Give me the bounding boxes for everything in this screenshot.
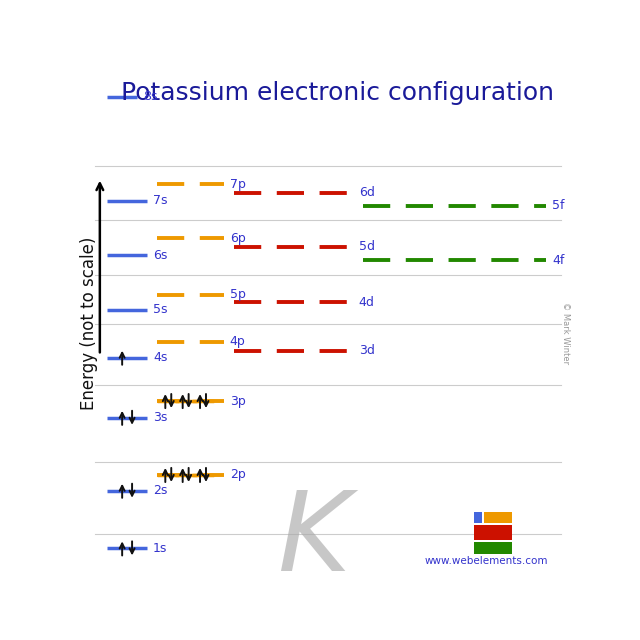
- Text: 4d: 4d: [359, 296, 374, 308]
- Text: 5f: 5f: [552, 200, 564, 212]
- Text: 7s: 7s: [153, 195, 168, 207]
- Text: 3d: 3d: [359, 344, 374, 357]
- Text: 4s: 4s: [153, 351, 167, 364]
- Bar: [474, 525, 511, 540]
- Text: 4p: 4p: [230, 335, 246, 348]
- Text: 6p: 6p: [230, 232, 246, 245]
- Bar: [474, 512, 483, 523]
- Text: 6d: 6d: [359, 186, 374, 199]
- Text: 7p: 7p: [230, 178, 246, 191]
- Text: 5p: 5p: [230, 288, 246, 301]
- Text: 2s: 2s: [153, 484, 167, 497]
- Text: 4f: 4f: [552, 253, 564, 267]
- Text: 6s: 6s: [153, 249, 167, 262]
- Text: K: K: [276, 486, 349, 593]
- Text: Potassium electronic configuration: Potassium electronic configuration: [122, 81, 554, 104]
- Text: www.webelements.com: www.webelements.com: [425, 556, 548, 566]
- Bar: [484, 512, 511, 523]
- Text: 1s: 1s: [153, 542, 167, 555]
- Text: 3s: 3s: [153, 412, 167, 424]
- Text: © Mark Winter: © Mark Winter: [561, 302, 570, 364]
- Text: 8s: 8s: [143, 90, 157, 103]
- Text: 2p: 2p: [230, 468, 246, 481]
- Text: Energy (not to scale): Energy (not to scale): [80, 237, 98, 410]
- Text: 5d: 5d: [359, 240, 375, 253]
- Text: 3p: 3p: [230, 395, 246, 408]
- Text: 5s: 5s: [153, 303, 168, 316]
- Bar: [474, 542, 511, 554]
